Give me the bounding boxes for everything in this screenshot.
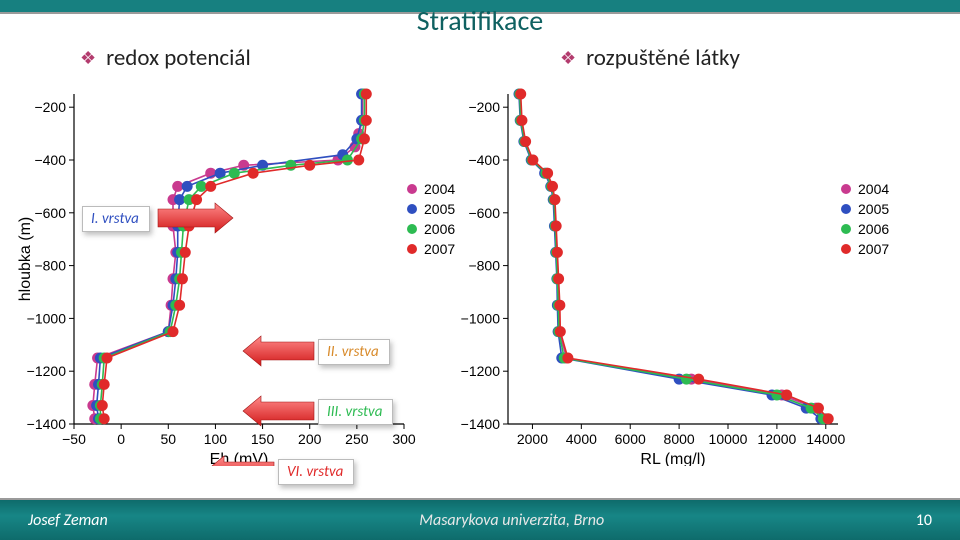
- callout-box: II. vrstva: [318, 339, 390, 365]
- svg-text:−200: −200: [468, 99, 500, 115]
- svg-text:−1200: −1200: [461, 363, 501, 379]
- svg-text:2005: 2005: [424, 201, 455, 217]
- svg-text:2005: 2005: [858, 201, 889, 217]
- svg-text:2006: 2006: [858, 221, 889, 237]
- svg-text:−600: −600: [468, 205, 500, 221]
- svg-text:14000: 14000: [806, 431, 845, 447]
- svg-text:100: 100: [204, 431, 228, 447]
- svg-text:−400: −400: [468, 152, 500, 168]
- callout-box: I. vrstva: [82, 206, 150, 232]
- svg-text:2004: 2004: [858, 181, 889, 197]
- footer-right: 10: [916, 511, 932, 530]
- svg-text:10000: 10000: [709, 431, 748, 447]
- callout-box: VI. vrstva: [278, 459, 354, 485]
- bullet-right: ❖rozpuštěné látky: [480, 44, 960, 72]
- svg-text:8000: 8000: [664, 431, 695, 447]
- footer-left: Josef Zeman: [28, 511, 108, 530]
- svg-text:−800: −800: [34, 258, 66, 274]
- svg-text:2007: 2007: [858, 241, 889, 257]
- svg-text:2007: 2007: [424, 241, 455, 257]
- svg-text:2004: 2004: [424, 181, 455, 197]
- svg-text:−800: −800: [468, 258, 500, 274]
- svg-text:−50: −50: [62, 431, 86, 447]
- svg-text:−1400: −1400: [461, 416, 501, 432]
- svg-text:hloubka (m): hloubka (m): [18, 217, 34, 301]
- svg-text:RL (mg/l): RL (mg/l): [640, 451, 705, 466]
- svg-text:250: 250: [345, 431, 369, 447]
- svg-text:12000: 12000: [757, 431, 796, 447]
- charts-svg: −200−400−600−800−1000−1200−1400−50050100…: [18, 86, 942, 466]
- charts-container: −200−400−600−800−1000−1200−1400−50050100…: [18, 86, 942, 466]
- callout-box: III. vrstva: [318, 399, 393, 425]
- svg-text:0: 0: [117, 431, 125, 447]
- bullet-left: ❖redox potenciál: [0, 44, 480, 72]
- svg-text:−1400: −1400: [27, 416, 67, 432]
- subtitle-row: ❖redox potenciál ❖rozpuštěné látky: [0, 44, 960, 72]
- svg-text:4000: 4000: [566, 431, 597, 447]
- page-title: Stratifikace: [0, 3, 960, 38]
- footer-bar: Josef Zeman Masarykova univerzita, Brno …: [0, 498, 960, 540]
- svg-text:−1000: −1000: [461, 310, 501, 326]
- svg-text:Eh (mV): Eh (mV): [210, 451, 269, 466]
- svg-text:−200: −200: [34, 99, 66, 115]
- svg-text:−600: −600: [34, 205, 66, 221]
- diamond-icon: ❖: [80, 47, 96, 69]
- svg-text:6000: 6000: [615, 431, 646, 447]
- diamond-icon: ❖: [560, 47, 576, 69]
- svg-text:200: 200: [298, 431, 322, 447]
- svg-text:2000: 2000: [517, 431, 548, 447]
- svg-text:−400: −400: [34, 152, 66, 168]
- svg-text:−1000: −1000: [27, 310, 67, 326]
- svg-text:300: 300: [392, 431, 416, 447]
- svg-text:−1200: −1200: [27, 363, 67, 379]
- svg-text:2006: 2006: [424, 221, 455, 237]
- svg-text:150: 150: [251, 431, 275, 447]
- footer-center: Masarykova univerzita, Brno: [108, 511, 916, 530]
- svg-text:50: 50: [160, 431, 176, 447]
